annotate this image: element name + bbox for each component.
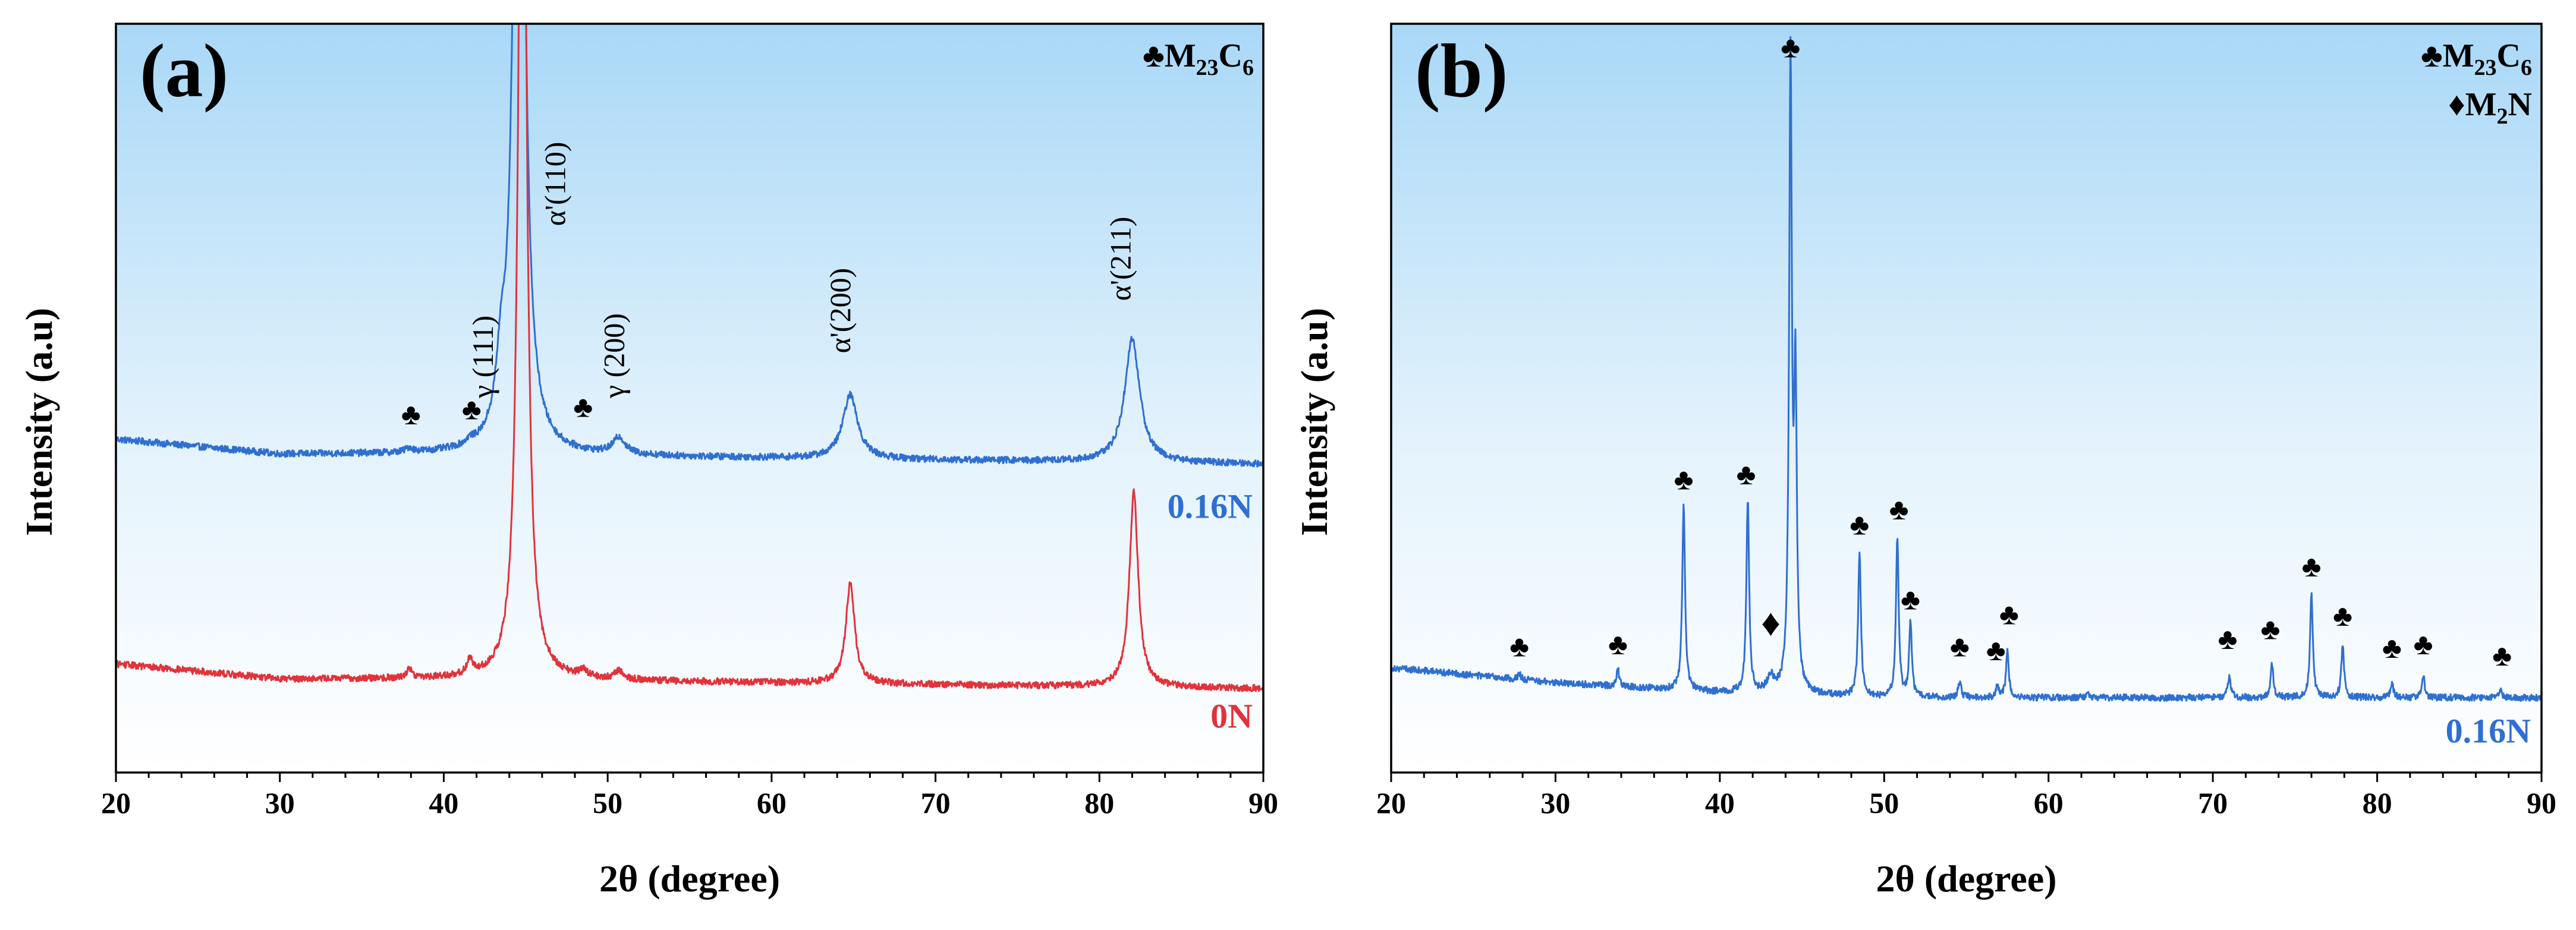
peak-annotation: α'(110) xyxy=(538,142,571,226)
m2n-marker: ♦ xyxy=(1761,601,1781,644)
panel-label: (b) xyxy=(1415,29,1508,113)
x-tick-label: 50 xyxy=(1869,786,1899,819)
m23c6-marker: ♣ xyxy=(1781,31,1800,64)
series-label: 0.16N xyxy=(1168,487,1253,526)
y-axis-title: Intensity (a.u) xyxy=(18,308,60,536)
plot-background xyxy=(1391,24,2542,773)
peak-annotation: γ (111) xyxy=(466,316,499,399)
plot-frame xyxy=(1390,23,2543,774)
x-tick-label: 60 xyxy=(2034,786,2064,819)
x-tick-label: 20 xyxy=(101,786,131,819)
m23c6-marker: ♣ xyxy=(1674,463,1694,496)
m23c6-marker: ♣ xyxy=(1889,493,1909,526)
plot-frame xyxy=(115,23,1265,774)
m23c6-marker: ♣ xyxy=(573,390,593,424)
m23c6-marker: ♣ xyxy=(462,392,482,425)
m23c6-marker: ♣ xyxy=(2333,599,2352,632)
m23c6-marker: ♣ xyxy=(1999,598,2019,631)
legend-entry: ♣M23C6 xyxy=(2421,37,2532,80)
peak-annotation: α'(211) xyxy=(1104,217,1137,301)
series-line-0N xyxy=(116,24,1263,692)
x-tick-label: 60 xyxy=(757,786,787,819)
series-line-0.16N xyxy=(1391,36,2542,702)
m23c6-marker: ♣ xyxy=(1850,507,1869,541)
m23c6-marker: ♣ xyxy=(1950,630,1970,663)
x-tick-label: 40 xyxy=(1705,786,1735,819)
m23c6-marker: ♣ xyxy=(401,398,421,431)
series-label: 0N xyxy=(1210,696,1253,735)
plot-background xyxy=(116,24,1263,773)
legend-entry: ♦M2N xyxy=(2448,86,2532,129)
m23c6-marker: ♣ xyxy=(1986,633,2006,667)
m23c6-marker: ♣ xyxy=(2414,628,2433,661)
x-tick-label: 90 xyxy=(1248,786,1278,819)
series-line-0.16N xyxy=(116,24,1263,468)
y-axis-title: Intensity (a.u) xyxy=(1293,308,1335,536)
x-tick-label: 30 xyxy=(265,786,295,819)
peak-annotation: α'(200) xyxy=(823,268,857,354)
m23c6-marker: ♣ xyxy=(2382,631,2402,664)
x-tick-label: 40 xyxy=(429,786,458,819)
x-tick-label: 70 xyxy=(2198,786,2228,819)
m23c6-marker: ♣ xyxy=(2218,622,2238,655)
m23c6-marker: ♣ xyxy=(2260,613,2280,646)
panel-label: (a) xyxy=(140,29,228,113)
x-tick-label: 90 xyxy=(2527,786,2556,819)
x-axis-title: 2θ (degree) xyxy=(599,858,780,900)
x-tick-label: 30 xyxy=(1540,786,1570,819)
x-axis-title: 2θ (degree) xyxy=(1876,858,2056,900)
x-tick-label: 70 xyxy=(921,786,951,819)
x-tick-label: 20 xyxy=(1376,786,1406,819)
x-tick-label: 80 xyxy=(1084,786,1114,819)
m23c6-marker: ♣ xyxy=(1737,458,1756,491)
peak-annotation: γ (200) xyxy=(597,313,631,399)
m23c6-marker: ♣ xyxy=(1509,630,1529,663)
m23c6-marker: ♣ xyxy=(1608,628,1628,661)
m23c6-marker: ♣ xyxy=(2302,550,2322,583)
m23c6-marker: ♣ xyxy=(2492,639,2512,672)
x-tick-label: 50 xyxy=(593,786,622,819)
panel-a: 20 30 40 50 60 70 80 90 2θ (degree) Intensity (a.… xyxy=(18,23,1278,900)
legend-entry: ♣M23C6 xyxy=(1143,37,1254,80)
x-tick-label: 80 xyxy=(2363,786,2392,819)
m23c6-marker: ♣ xyxy=(1901,582,1920,616)
series-label: 0.16N xyxy=(2446,712,2531,751)
panel-b: 20 30 40 50 60 70 80 90 2θ (degree) Intensity (a.… xyxy=(1293,23,2556,900)
